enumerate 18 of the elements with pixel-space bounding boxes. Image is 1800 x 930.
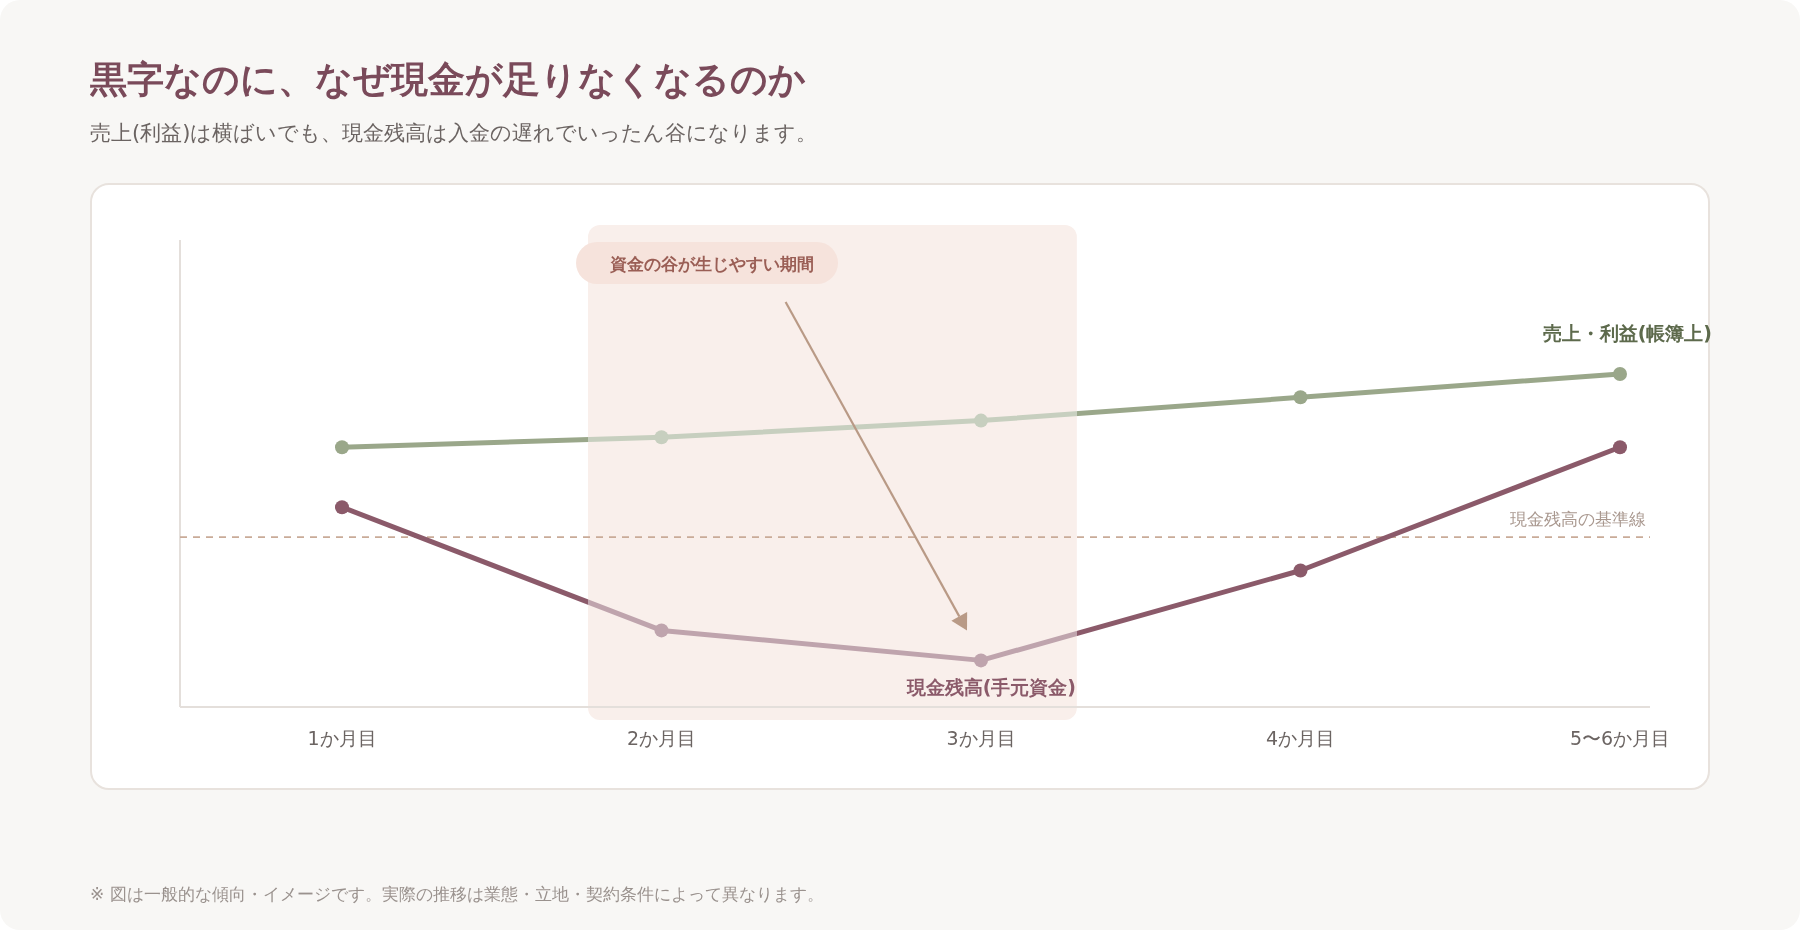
series-label: 売上・利益(帳簿上) [1542,322,1712,344]
x-tick-label: 2か月目 [626,727,697,749]
series-label: 現金残高(手元資金) [905,676,1076,699]
text: ※ 図は一般的な傾向・イメージです。実際の推移は業態・立地・契約条件によって異なります。 [90,884,824,904]
point [1293,390,1308,405]
ref-line-label: 現金残高の基準線 [1510,509,1646,530]
point [1613,440,1627,455]
point [335,440,349,455]
point [1293,563,1308,578]
point [335,500,349,515]
chart-title: 黒字なのに、なぜ現金が足りなくなるのか [89,57,806,101]
x-tick-label: 1か月目 [307,727,377,749]
x-tick-label: 4か月目 [1265,727,1336,749]
x-tick-label: 5〜6か月目 [1569,727,1671,749]
chart-subtitle: 売上(利益)は横ばいでも、現金残高は入金の遅れでいったん谷になります。 [90,121,818,145]
band-label: 資金の谷が生じやすい期間 [609,254,815,274]
x-tick-label: 3か月目 [946,727,1016,749]
point [1613,367,1627,381]
